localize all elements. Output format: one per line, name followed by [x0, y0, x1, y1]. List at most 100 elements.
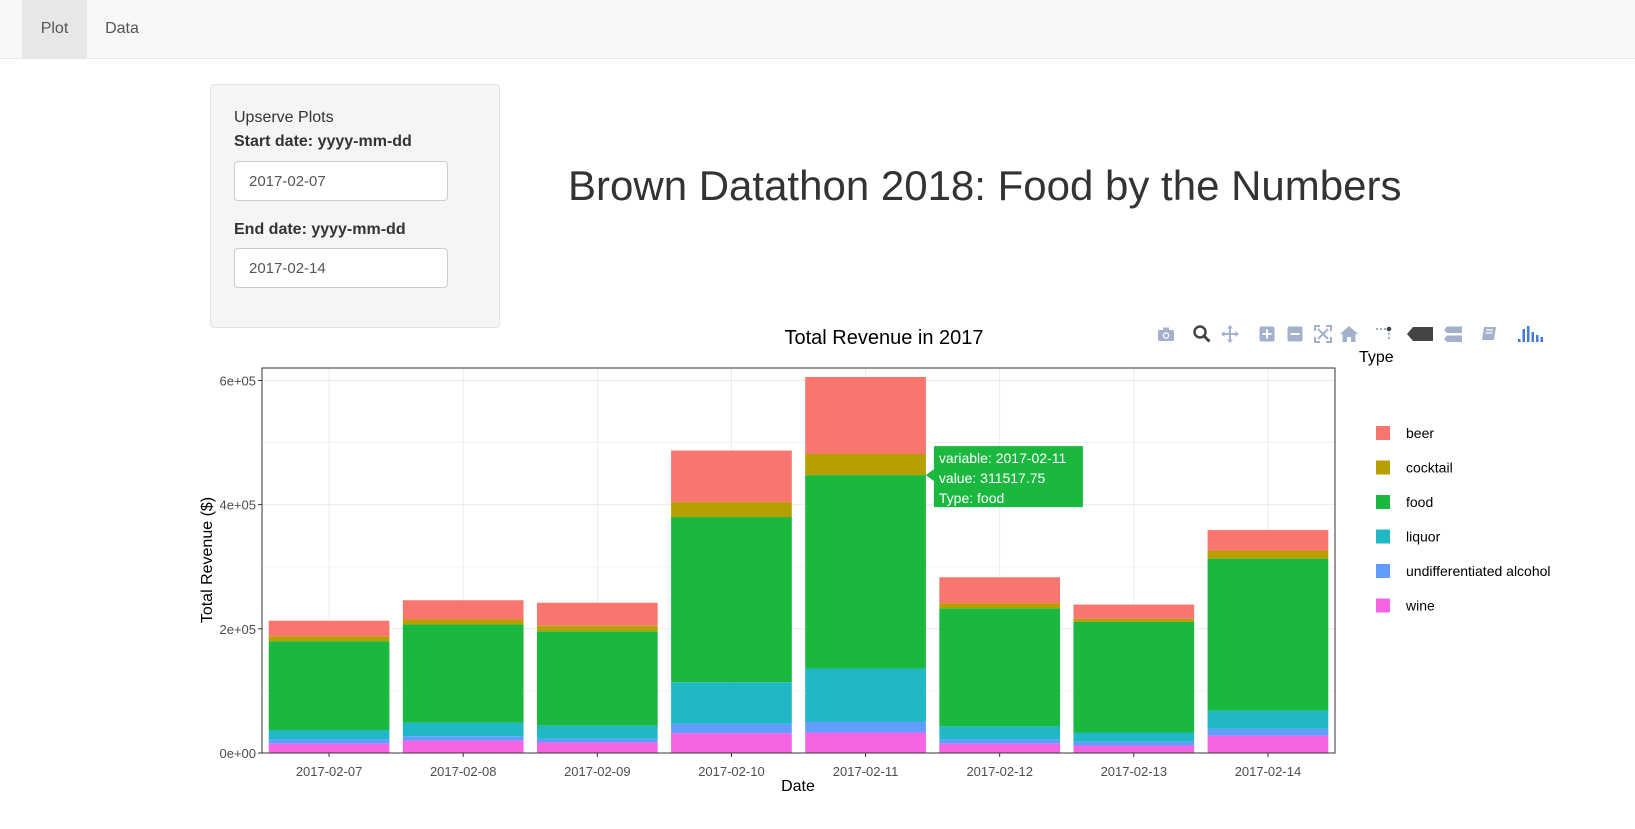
bar-segment-liquor[interactable]: [671, 682, 792, 724]
navbar: Plot Data: [0, 0, 1635, 59]
bar-segment-cocktail[interactable]: [1073, 618, 1195, 622]
bar-segment-undifferentiated-alcohol[interactable]: [402, 736, 524, 741]
bar-segment-beer[interactable]: [268, 620, 390, 637]
bar-segment-food[interactable]: [671, 517, 792, 683]
bar-segment-cocktail[interactable]: [402, 619, 524, 625]
tooltip-line: value: 311517.75: [939, 470, 1046, 486]
bar-segment-beer[interactable]: [1207, 530, 1329, 551]
legend-swatch-wine[interactable]: [1376, 598, 1390, 613]
legend-label-liquor[interactable]: liquor: [1406, 529, 1441, 545]
hover-compare-icon[interactable]: [1441, 322, 1465, 346]
reset-axes-icon[interactable]: [1337, 322, 1361, 346]
bar-segment-cocktail[interactable]: [805, 453, 926, 476]
bar-segment-food[interactable]: [939, 608, 1061, 727]
legend-label-beer[interactable]: beer: [1406, 425, 1434, 441]
bar-segment-wine[interactable]: [805, 732, 926, 753]
x-tick-label: 2017-02-14: [1235, 764, 1302, 779]
bar-segment-food[interactable]: [805, 475, 926, 669]
bar-segment-cocktail[interactable]: [536, 625, 658, 632]
bar-segment-undifferentiated-alcohol[interactable]: [268, 739, 390, 744]
bar-segment-wine[interactable]: [1073, 745, 1195, 753]
tab-plot[interactable]: Plot: [22, 0, 87, 58]
start-date-label: Start date: yyyy-mm-dd: [234, 133, 412, 150]
bar-segment-food[interactable]: [536, 631, 658, 726]
bar-segment-liquor[interactable]: [939, 726, 1061, 740]
edit-icon[interactable]: [1477, 322, 1501, 346]
bar-segment-wine[interactable]: [536, 742, 658, 753]
y-axis-title: Total Revenue ($): [199, 497, 216, 623]
legend-swatch-undifferentiated-alcohol[interactable]: [1376, 564, 1390, 578]
legend-title: Type: [1359, 349, 1394, 366]
start-date-input[interactable]: [234, 161, 448, 201]
bar-segment-food[interactable]: [1073, 621, 1195, 733]
end-date-input[interactable]: [234, 248, 448, 288]
bar-segment-undifferentiated-alcohol[interactable]: [805, 721, 926, 733]
bars: [268, 376, 1329, 753]
bar-segment-food[interactable]: [1207, 558, 1329, 711]
autoscale-icon[interactable]: [1311, 322, 1335, 346]
y-tick-label: 4e+05: [219, 498, 256, 513]
bar-segment-liquor[interactable]: [402, 722, 524, 737]
bar-segment-liquor[interactable]: [268, 730, 390, 740]
bar-segment-cocktail[interactable]: [939, 603, 1061, 609]
pan-icon[interactable]: [1218, 322, 1242, 346]
chart-title: Total Revenue in 2017: [784, 327, 983, 349]
bar-segment-liquor[interactable]: [805, 668, 926, 722]
bar-segment-wine[interactable]: [1207, 735, 1329, 753]
plotly-logo-icon[interactable]: [1514, 322, 1548, 346]
tooltip-line: Type: food: [939, 490, 1004, 506]
plot-border: [261, 367, 1336, 754]
bar-segment-beer[interactable]: [805, 376, 926, 454]
x-tick-label: 2017-02-09: [564, 764, 631, 779]
legend-swatch-beer[interactable]: [1376, 426, 1390, 440]
tooltip-box: [933, 446, 1083, 508]
legend-label-wine[interactable]: wine: [1405, 598, 1435, 614]
bar-segment-undifferentiated-alcohol[interactable]: [671, 723, 792, 734]
bar-segment-food[interactable]: [268, 641, 390, 731]
bar-segment-beer[interactable]: [1073, 604, 1195, 619]
tab-data[interactable]: Data: [105, 20, 139, 37]
bar-segment-beer[interactable]: [671, 450, 792, 503]
zoom-icon[interactable]: [1190, 322, 1214, 346]
bar-segment-liquor[interactable]: [1207, 710, 1329, 729]
bar-segment-beer[interactable]: [536, 602, 658, 626]
bar-segment-liquor[interactable]: [536, 725, 658, 739]
panel-title: Upserve Plots: [234, 109, 334, 126]
bar-segment-liquor[interactable]: [1073, 732, 1195, 742]
bar-segment-cocktail[interactable]: [268, 636, 390, 642]
legend-label-food[interactable]: food: [1406, 494, 1433, 510]
x-axis: 2017-02-07 2017-02-08 2017-02-09 2017-02-10…: [296, 753, 1301, 779]
page-title: Brown Datathon 2018: Food by the Numbers: [568, 162, 1402, 209]
legend-label-undifferentiated-alcohol[interactable]: undifferentiated alcohol: [1406, 563, 1551, 579]
bar-segment-undifferentiated-alcohol[interactable]: [1073, 741, 1195, 746]
legend-label-cocktail[interactable]: cocktail: [1406, 460, 1453, 476]
bar-segment-food[interactable]: [402, 624, 524, 723]
x-axis-title: Date: [781, 778, 815, 795]
zoom-in-icon[interactable]: [1255, 322, 1279, 346]
bar-segment-undifferentiated-alcohol[interactable]: [939, 739, 1061, 744]
camera-icon[interactable]: [1154, 322, 1178, 346]
x-tick-label: 2017-02-07: [296, 764, 363, 779]
tooltip-line: variable: 2017-02-11: [939, 450, 1067, 466]
legend-swatch-cocktail[interactable]: [1376, 460, 1390, 475]
y-tick-label: 6e+05: [219, 373, 256, 388]
bar-segment-beer[interactable]: [939, 577, 1061, 604]
bar-segment-wine[interactable]: [268, 743, 390, 753]
x-tick-label: 2017-02-13: [1101, 764, 1168, 779]
legend-swatch-food[interactable]: [1376, 495, 1390, 509]
bar-segment-undifferentiated-alcohol[interactable]: [1207, 728, 1329, 736]
legend-swatch-liquor[interactable]: [1376, 529, 1390, 544]
sidebar-panel: Upserve Plots Start date: yyyy-mm-dd End…: [210, 84, 500, 328]
bar-segment-wine[interactable]: [671, 733, 792, 753]
bar-segment-wine[interactable]: [939, 743, 1061, 753]
x-tick-label: 2017-02-10: [698, 764, 765, 779]
bar-segment-cocktail[interactable]: [1207, 550, 1329, 559]
spike-lines-icon[interactable]: [1372, 322, 1396, 346]
hover-closest-icon[interactable]: [1404, 322, 1436, 346]
bar-segment-undifferentiated-alcohol[interactable]: [536, 738, 658, 743]
bar-segment-cocktail[interactable]: [671, 502, 792, 518]
bar-segment-beer[interactable]: [402, 600, 524, 620]
bar-segment-wine[interactable]: [402, 740, 524, 753]
zoom-out-icon[interactable]: [1283, 322, 1307, 346]
